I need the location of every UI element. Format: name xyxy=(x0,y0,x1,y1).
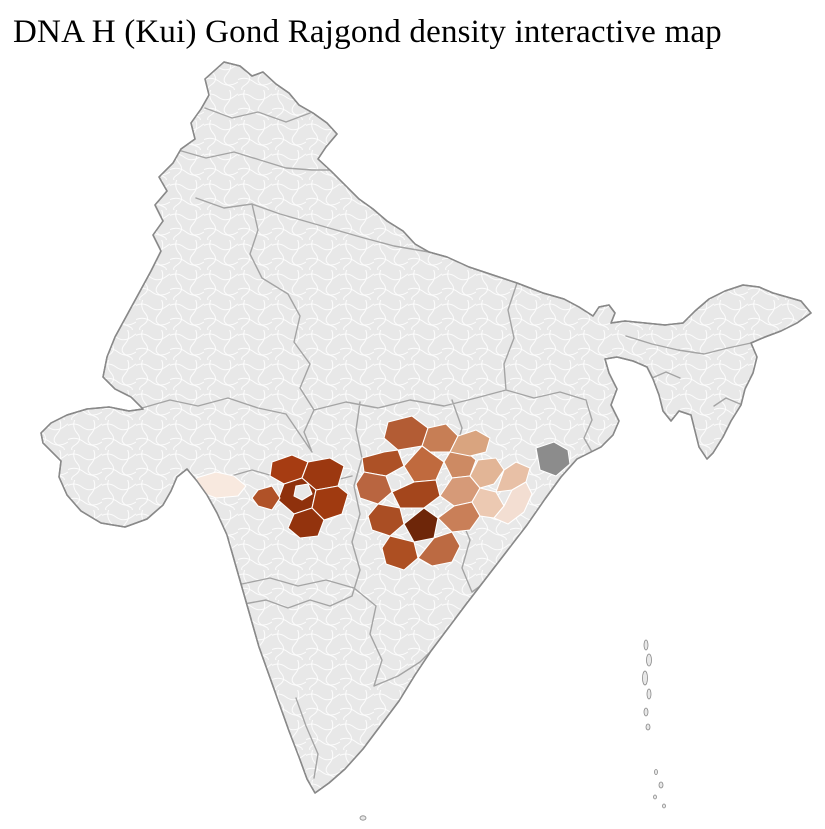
district-shape[interactable] xyxy=(417,531,461,567)
island[interactable] xyxy=(645,723,651,731)
island[interactable] xyxy=(662,803,666,809)
island[interactable] xyxy=(658,781,664,789)
district-shape[interactable] xyxy=(381,535,419,571)
island[interactable] xyxy=(643,707,649,717)
island[interactable] xyxy=(654,769,658,775)
andaman-nicobar-islands[interactable] xyxy=(359,639,666,821)
island[interactable] xyxy=(646,653,652,667)
district-shape[interactable] xyxy=(449,429,491,457)
district-shape-inner-gap[interactable] xyxy=(293,483,313,501)
district-shape[interactable] xyxy=(403,507,439,543)
district-shape[interactable] xyxy=(493,481,533,525)
district-shape[interactable] xyxy=(251,485,281,511)
highlighted-districts xyxy=(195,415,571,571)
district-shape[interactable] xyxy=(287,507,325,539)
district-shape[interactable] xyxy=(535,441,571,477)
island[interactable] xyxy=(643,639,649,651)
island[interactable] xyxy=(653,794,657,800)
island[interactable] xyxy=(646,688,652,700)
island[interactable] xyxy=(642,670,648,686)
page-title: DNA H (Kui) Gond Rajgond density interac… xyxy=(13,14,722,50)
india-outline xyxy=(40,61,812,794)
island[interactable] xyxy=(359,815,367,821)
